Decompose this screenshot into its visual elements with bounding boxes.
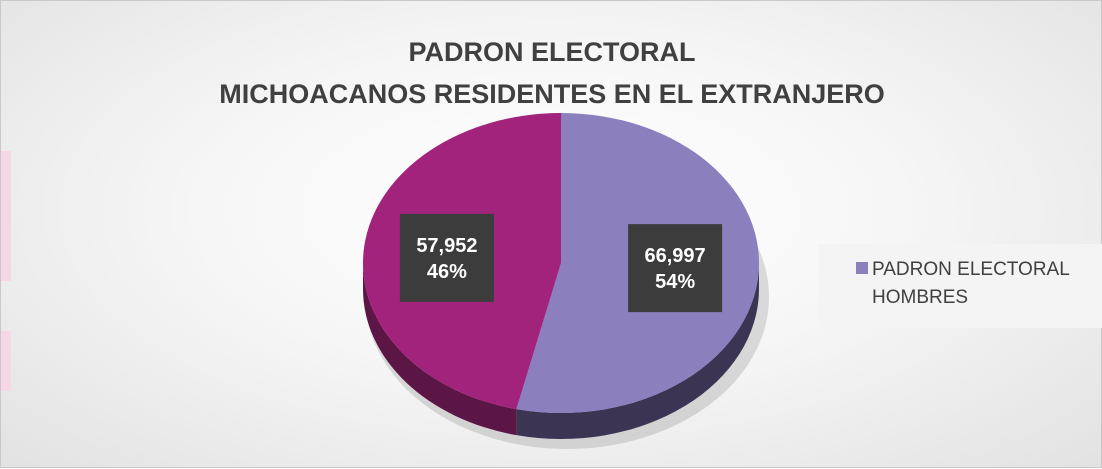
- data-label-value-0: 66,997: [645, 245, 706, 267]
- left-edge-accent-lower: [1, 331, 11, 391]
- legend-label: PADRON ELECTORAL HOMBRES: [872, 259, 1070, 308]
- data-label-percent-1: 46%: [427, 261, 467, 283]
- chart-title-line-2: MICHOACANOS RESIDENTES EN EL EXTRANJERO: [219, 79, 885, 109]
- data-label-0: 66,997 54%: [628, 224, 723, 313]
- data-label-value-1: 57,952: [416, 235, 477, 257]
- chart-title: PADRON ELECTORAL MICHOACANOS RESIDENTES …: [1, 31, 1102, 115]
- chart-title-line-1: PADRON ELECTORAL: [408, 37, 696, 67]
- pie-slice-side-0: [516, 263, 759, 439]
- pie-slice-side-1: [363, 263, 517, 436]
- legend: PADRON ELECTORAL HOMBRES: [819, 244, 1102, 328]
- data-label-box-0: [628, 224, 723, 313]
- legend-swatch: [856, 262, 868, 274]
- left-edge-accent: [1, 151, 11, 281]
- data-label-1: 57,952 46%: [399, 213, 494, 302]
- data-label-box-1: [399, 213, 494, 302]
- data-label-percent-0: 54%: [655, 271, 695, 293]
